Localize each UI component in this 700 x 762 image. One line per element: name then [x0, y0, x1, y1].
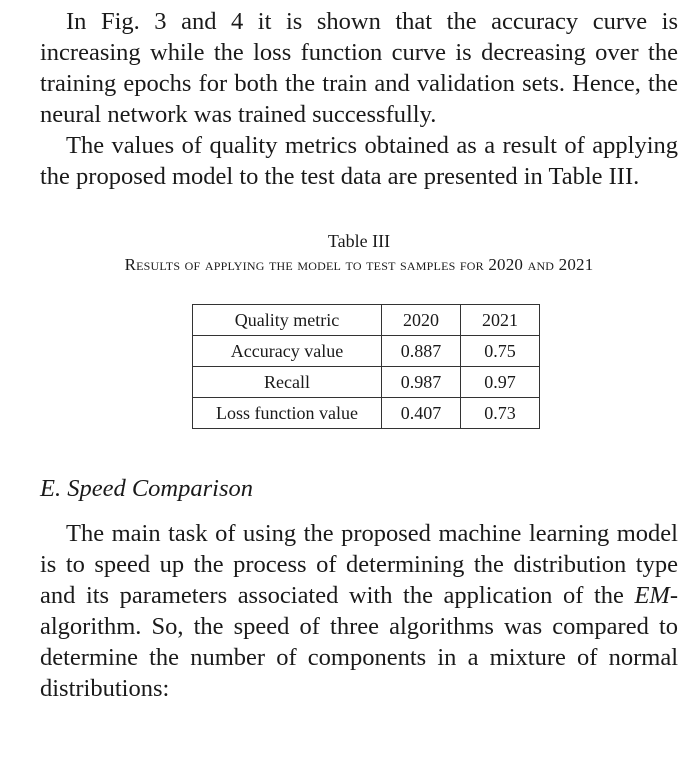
table-row: Accuracy value 0.887 0.75: [192, 335, 540, 367]
table-cell: Recall: [192, 366, 382, 398]
table-title: Results of applying the model to test sa…: [124, 255, 594, 274]
table-caption: Table III Results of applying the model …: [40, 230, 678, 276]
results-table: Quality metric 2020 2021 Accuracy value …: [192, 304, 540, 429]
header-cell: 2021: [460, 304, 540, 336]
paragraph-table-reference: The values of quality metrics obtained a…: [40, 132, 678, 190]
paragraph-text: -algorithm. So, the speed of three algor…: [40, 582, 678, 702]
table-row: Recall 0.987 0.97: [192, 366, 540, 398]
header-cell: 2020: [381, 304, 461, 336]
table-cell: 0.887: [381, 335, 461, 367]
paragraph-training-results: In Fig. 3 and 4 it is shown that the acc…: [40, 8, 678, 128]
table-cell: Accuracy value: [192, 335, 382, 367]
table-row: Loss function value 0.407 0.73: [192, 397, 540, 429]
table-cell: 0.75: [460, 335, 540, 367]
paper-page: In Fig. 3 and 4 it is shown that the acc…: [40, 6, 678, 704]
table-cell: Loss function value: [192, 397, 382, 429]
paragraph-text: The main task of using the proposed mach…: [40, 520, 678, 609]
table-cell: 0.407: [381, 397, 461, 429]
table-wrapper: Quality metric 2020 2021 Accuracy value …: [40, 304, 678, 429]
em-algorithm-symbol: EM: [634, 582, 670, 609]
table-header-row: Quality metric 2020 2021: [192, 304, 540, 336]
table-label: Table III: [327, 231, 391, 251]
header-cell: Quality metric: [192, 304, 382, 336]
table-cell: 0.97: [460, 366, 540, 398]
table-cell: 0.73: [460, 397, 540, 429]
paragraph-speed-comparison: The main task of using the proposed mach…: [40, 518, 678, 704]
subsection-heading: E. Speed Comparison: [40, 475, 253, 502]
table-cell: 0.987: [381, 366, 461, 398]
